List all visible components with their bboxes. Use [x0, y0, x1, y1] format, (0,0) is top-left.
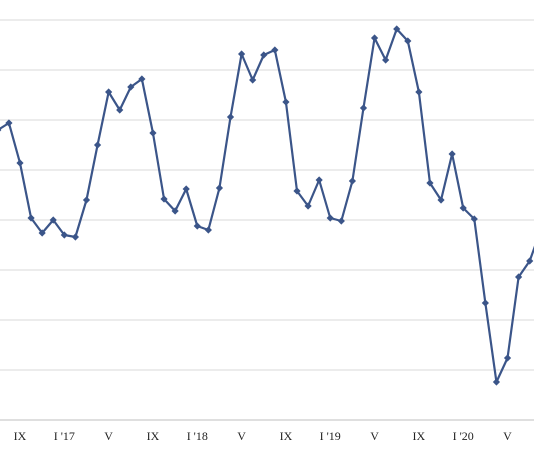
- x-tick-label: I '18: [187, 429, 208, 443]
- data-point: [5, 119, 13, 127]
- data-point: [49, 216, 57, 224]
- data-point: [481, 299, 489, 307]
- data-point: [116, 106, 124, 114]
- data-point: [0, 128, 2, 132]
- data-point: [127, 83, 135, 91]
- data-point: [337, 217, 345, 225]
- data-point: [182, 185, 190, 193]
- x-tick-label: IX: [147, 429, 160, 443]
- data-point: [382, 56, 390, 64]
- x-tick-label: IX: [14, 429, 27, 443]
- data-point: [93, 141, 102, 149]
- data-point: [82, 196, 91, 204]
- x-tick-label: I '17: [54, 429, 75, 443]
- data-point: [60, 231, 68, 239]
- data-point: [27, 214, 35, 222]
- x-tick-label: I '20: [453, 429, 474, 443]
- data-point: [470, 215, 478, 223]
- data-point: [238, 50, 246, 58]
- data-point: [503, 354, 512, 362]
- data-point: [260, 51, 268, 59]
- x-tick-label: I '19: [320, 429, 341, 443]
- data-point: [492, 378, 501, 386]
- x-tick-label: V: [104, 429, 113, 443]
- data-point: [348, 177, 356, 185]
- x-tick-label: V: [370, 429, 379, 443]
- data-point: [415, 88, 423, 96]
- x-tick-label: IX: [413, 429, 426, 443]
- data-point: [105, 88, 113, 96]
- data-point: [526, 257, 534, 265]
- data-point: [193, 222, 201, 230]
- data-point: [215, 184, 224, 192]
- data-point: [359, 104, 368, 112]
- data-point: [515, 273, 523, 281]
- data-point: [249, 76, 257, 84]
- data-point: [426, 179, 434, 187]
- x-tick-label: V: [237, 429, 246, 443]
- data-point: [138, 75, 146, 83]
- data-point: [271, 46, 279, 54]
- data-point: [315, 176, 323, 184]
- data-point: [16, 159, 24, 167]
- data-point: [404, 37, 412, 45]
- data-point: [282, 98, 290, 106]
- data-point: [149, 129, 157, 137]
- data-point: [171, 207, 179, 215]
- x-tick-label: V: [503, 429, 512, 443]
- data-point: [226, 113, 235, 121]
- data-point: [393, 25, 401, 33]
- data-point: [293, 187, 301, 195]
- data-point: [160, 195, 168, 203]
- data-point: [204, 226, 212, 234]
- data-point: [437, 196, 445, 204]
- data-point: [71, 233, 79, 241]
- data-point: [459, 204, 467, 212]
- x-tick-label: IX: [280, 429, 293, 443]
- data-point: [370, 34, 379, 42]
- data-point: [38, 229, 46, 237]
- data-point: [304, 202, 312, 210]
- data-point: [326, 214, 334, 222]
- data-line: [0, 27, 534, 384]
- data-point: [448, 150, 456, 158]
